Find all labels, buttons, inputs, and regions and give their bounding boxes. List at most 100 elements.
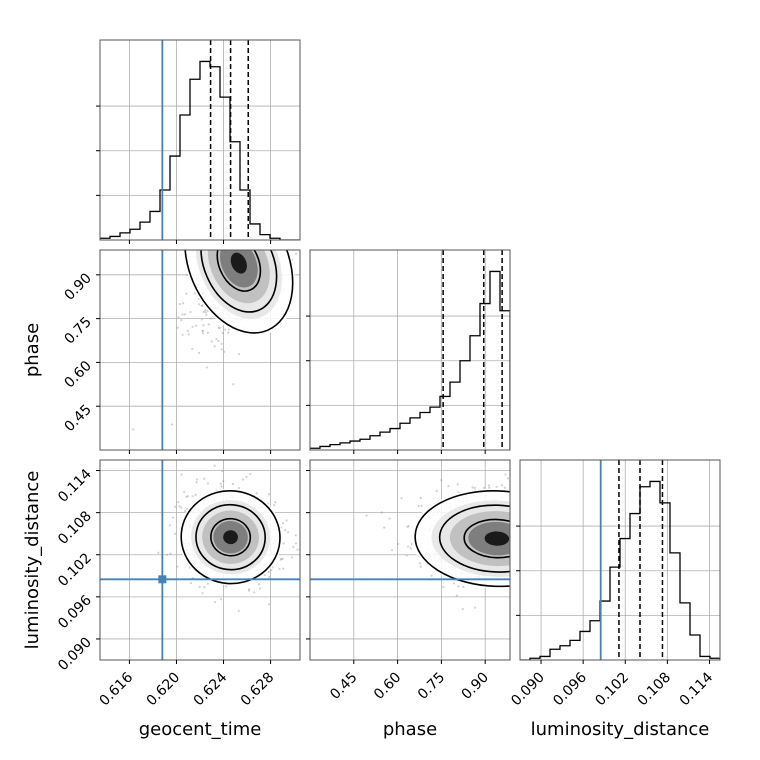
sample-point: [418, 562, 421, 565]
sample-point: [202, 310, 205, 313]
sample-point: [504, 473, 507, 476]
sample-point: [231, 247, 233, 249]
sample-point: [517, 521, 519, 523]
sample-point: [253, 240, 255, 242]
sample-point: [397, 542, 400, 546]
sample-point: [220, 243, 222, 245]
sample-point: [420, 504, 423, 507]
sample-point: [171, 516, 175, 519]
sample-point: [268, 241, 270, 243]
sample-point: [268, 575, 271, 579]
sample-point: [255, 241, 257, 243]
sample-point: [442, 585, 445, 588]
sample-point: [517, 512, 519, 514]
sample-point: [515, 562, 517, 564]
sample-point: [267, 603, 271, 606]
sample-point: [181, 333, 184, 336]
sample-point: [177, 501, 180, 504]
sample-point: [183, 490, 186, 493]
sample-point: [270, 246, 272, 248]
sample-point: [231, 482, 235, 486]
sample-point: [253, 591, 256, 594]
contour-1: [438, 504, 510, 573]
sample-point: [191, 495, 194, 498]
panel-phase-vs-phase-bg: [310, 250, 510, 450]
sample-point: [440, 479, 443, 482]
sample-point: [218, 326, 221, 329]
sample-point: [435, 489, 438, 492]
sample-point: [219, 482, 222, 485]
sample-point: [178, 505, 181, 508]
sample-point: [517, 544, 519, 546]
xtick-label-phase: 0.75: [415, 670, 448, 703]
sample-point: [201, 332, 204, 335]
sample-point: [206, 582, 209, 585]
sample-point: [456, 483, 459, 486]
sample-point: [267, 570, 270, 574]
sample-point: [510, 519, 512, 521]
contour-1: [200, 250, 278, 313]
sample-point: [169, 552, 172, 555]
sample-point: [247, 242, 249, 244]
xtick-label-geocent_time: 0.624: [191, 669, 231, 709]
sample-point: [447, 484, 450, 488]
sample-point: [506, 477, 509, 480]
sample-point: [195, 324, 198, 327]
xtick-label-luminosity_distance: 0.108: [635, 670, 675, 710]
sample-point: [510, 529, 512, 531]
sample-point: [405, 554, 408, 557]
sample-point: [515, 546, 517, 548]
sample-point: [419, 496, 422, 500]
sample-point: [182, 302, 185, 305]
sample-point: [204, 308, 207, 312]
sample-point: [201, 329, 204, 333]
sample-point: [236, 241, 238, 243]
xlabel-phase: phase: [383, 719, 437, 740]
sample-point: [249, 243, 251, 245]
sample-point: [517, 560, 519, 562]
sample-point: [201, 304, 204, 307]
contour-2: [210, 517, 252, 557]
sample-point: [255, 492, 258, 495]
sample-point: [232, 383, 235, 386]
sample-point: [200, 318, 204, 321]
sample-point: [218, 246, 220, 248]
sample-point: [419, 565, 422, 568]
sample-point: [257, 583, 261, 586]
sample-point: [281, 522, 285, 525]
sample-point: [283, 246, 285, 248]
sample-point: [500, 484, 503, 487]
sample-point: [203, 585, 206, 589]
xtick-label-phase: 0.45: [327, 670, 360, 703]
sample-point: [233, 242, 235, 244]
sample-point: [380, 511, 383, 514]
sample-point: [406, 525, 409, 529]
sample-point: [474, 606, 477, 609]
sample-point: [511, 561, 513, 563]
sample-point: [471, 486, 474, 489]
sample-point: [222, 479, 225, 483]
ytick-label-phase: 0.45: [61, 402, 94, 435]
sample-point: [294, 252, 298, 255]
sample-point: [205, 313, 208, 317]
xtick-label-geocent_time: 0.620: [144, 670, 184, 710]
sample-point: [196, 478, 199, 481]
sample-point: [400, 497, 403, 500]
sample-point: [189, 581, 192, 585]
sample-point: [185, 273, 189, 277]
sample-point: [241, 244, 243, 246]
sample-point: [213, 600, 217, 604]
sample-point: [462, 585, 465, 589]
sample-point: [515, 590, 517, 592]
panel-luminosity_distance-vs-luminosity_distance-frame: [519, 459, 721, 661]
sample-point: [186, 329, 190, 332]
panel-phase-vs-geocent_time-frame: [99, 249, 301, 451]
sample-point: [514, 550, 516, 552]
truth-luminosity_distance-vs-geocent_time: [100, 460, 300, 660]
sample-point: [514, 566, 516, 568]
ytick-label-luminosity_distance: 0.096: [55, 592, 95, 632]
sample-point: [213, 464, 216, 467]
sample-point: [168, 524, 171, 527]
panel-luminosity_distance-vs-geocent_time-frame: [99, 459, 301, 661]
